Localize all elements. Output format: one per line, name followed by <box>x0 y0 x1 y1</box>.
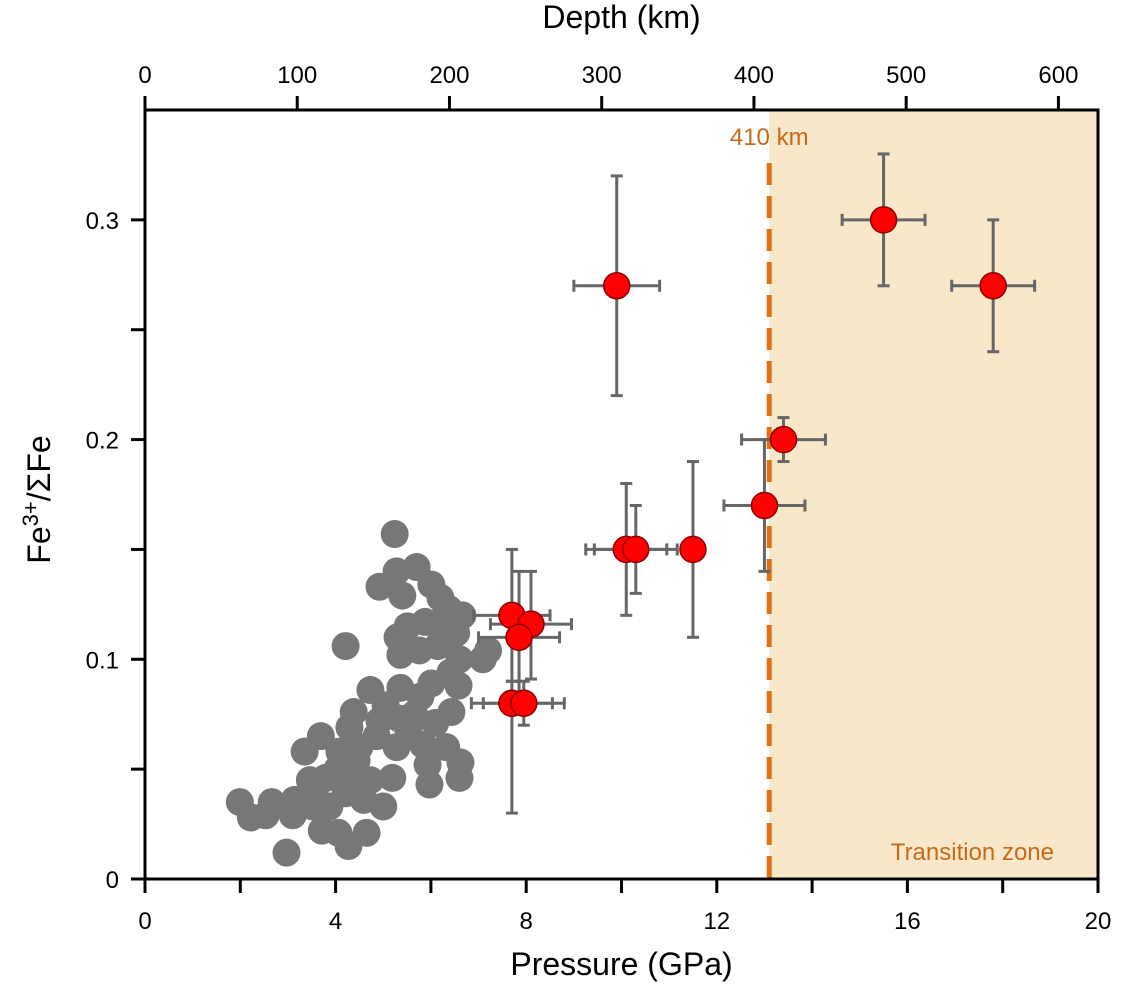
gray-point <box>468 645 497 674</box>
y-tick-label: 0 <box>106 867 119 894</box>
x-tick-label: 0 <box>138 908 151 935</box>
red-point <box>750 491 779 520</box>
transition-zone-label: Transition zone <box>891 839 1054 866</box>
top-tick-label: 300 <box>582 62 622 89</box>
top-axis-title: Depth (km) <box>542 0 700 35</box>
gray-point <box>421 709 450 738</box>
y-axis-title: Fe3+/ΣFe <box>18 435 57 563</box>
y-tick-label: 0.1 <box>86 647 119 674</box>
boundary-label: 410 km <box>730 124 809 151</box>
x-tick-label: 8 <box>520 908 533 935</box>
red-point <box>679 535 707 564</box>
gray-point <box>383 623 412 652</box>
gray-point <box>369 792 398 821</box>
x-tick-label: 16 <box>894 908 921 935</box>
red-series <box>498 206 1007 717</box>
x-tick-label: 20 <box>1085 908 1112 935</box>
y-tick-label: 0.2 <box>86 428 119 455</box>
red-point <box>505 623 533 652</box>
gray-point <box>431 625 460 654</box>
x-tick-label: 12 <box>703 908 730 935</box>
red-point <box>510 689 538 717</box>
gray-point <box>251 801 280 830</box>
gray-point <box>331 632 360 661</box>
gray-point <box>290 737 319 766</box>
x-axis-title: Pressure (GPa) <box>510 946 732 982</box>
top-tick-label: 200 <box>429 62 469 89</box>
gray-point <box>334 832 363 861</box>
gray-point <box>272 838 301 867</box>
red-point <box>979 272 1007 300</box>
gray-point <box>444 671 473 700</box>
gray-point <box>385 704 414 733</box>
gray-point <box>378 763 407 792</box>
red-point <box>602 272 631 300</box>
top-tick-label: 600 <box>1038 62 1078 89</box>
gray-point <box>388 581 417 610</box>
gray-point <box>380 520 409 549</box>
top-tick-label: 400 <box>734 62 774 89</box>
red-point <box>622 535 650 564</box>
gray-point <box>445 763 474 792</box>
y-axis-title-sup: 3+ <box>18 501 43 526</box>
gray-point <box>382 733 411 762</box>
x-tick-label: 4 <box>329 908 342 935</box>
y-tick-label: 0.3 <box>86 208 119 235</box>
gray-series <box>225 520 503 867</box>
transition-zone-shading <box>769 110 1098 879</box>
top-tick-label: 100 <box>277 62 317 89</box>
red-point <box>869 206 898 234</box>
gray-point <box>295 766 324 795</box>
red-point <box>769 425 798 454</box>
top-tick-label: 500 <box>886 62 926 89</box>
top-tick-label: 0 <box>138 62 151 89</box>
y-axis-title-base: Fe <box>21 526 57 563</box>
gray-point <box>342 746 371 775</box>
gray-point <box>278 801 307 830</box>
gray-point <box>415 770 444 799</box>
y-axis-title-rest: /ΣFe <box>21 435 57 501</box>
